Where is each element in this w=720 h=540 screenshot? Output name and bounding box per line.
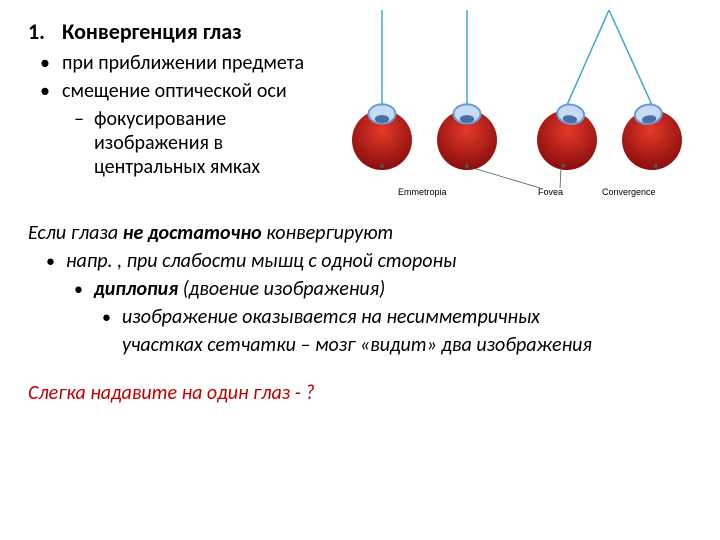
block2-row: • напр. , при слабости мышц с одной стор… — [28, 249, 692, 273]
svg-text:Fovea: Fovea — [538, 187, 563, 197]
bullet-lvl2-text: фокусирование изображения в центральных … — [94, 107, 334, 179]
bullet-lvl1-text: при приближении предмета — [62, 51, 304, 75]
block2-row: • изображение оказывается на несимметрич… — [28, 305, 692, 329]
block2-lead: Если глаза не достаточно конвергируют — [28, 221, 692, 245]
block2-l3a: изображение оказывается на несимметричны… — [122, 305, 540, 329]
block2-l3b: участках сетчатки – мозг «видит» два изо… — [122, 333, 592, 357]
title-number: 1. — [28, 18, 62, 45]
svg-text:Emmetropia: Emmetropia — [398, 187, 447, 197]
l2-rest: (двоение изображения) — [183, 277, 386, 301]
svg-text:Convergence: Convergence — [602, 187, 656, 197]
convergence-diagram: Emmetropia Fovea Convergence — [312, 10, 692, 210]
block2: Если глаза не достаточно конвергируют • … — [28, 221, 692, 357]
bullet-marker: • — [74, 278, 94, 300]
dash-marker: – — [74, 107, 94, 131]
block2-l1: напр. , при слабости мышц с одной сторон… — [66, 249, 456, 273]
title-text: Конвергенция глаз — [62, 18, 242, 45]
bullet-marker: • — [28, 51, 62, 75]
lead-post: конвергируют — [262, 221, 394, 245]
block2-row: • участках сетчатки – мозг «видит» два и… — [28, 333, 692, 357]
lead-pre: Если глаза — [28, 221, 123, 245]
last-line: Слегка надавите на один глаз - ? — [28, 381, 692, 405]
block2-l2: диплопия (двоение изображения) — [94, 277, 385, 301]
l2-bold: диплопия — [94, 277, 183, 301]
bullet-marker: • — [28, 79, 62, 103]
bullet-marker: • — [46, 250, 66, 272]
bullet-marker: • — [102, 306, 122, 328]
lead-bold: не достаточно — [123, 221, 262, 245]
bullet-lvl1-text: смещение оптической оси — [62, 79, 287, 103]
block2-row: • диплопия (двоение изображения) — [28, 277, 692, 301]
